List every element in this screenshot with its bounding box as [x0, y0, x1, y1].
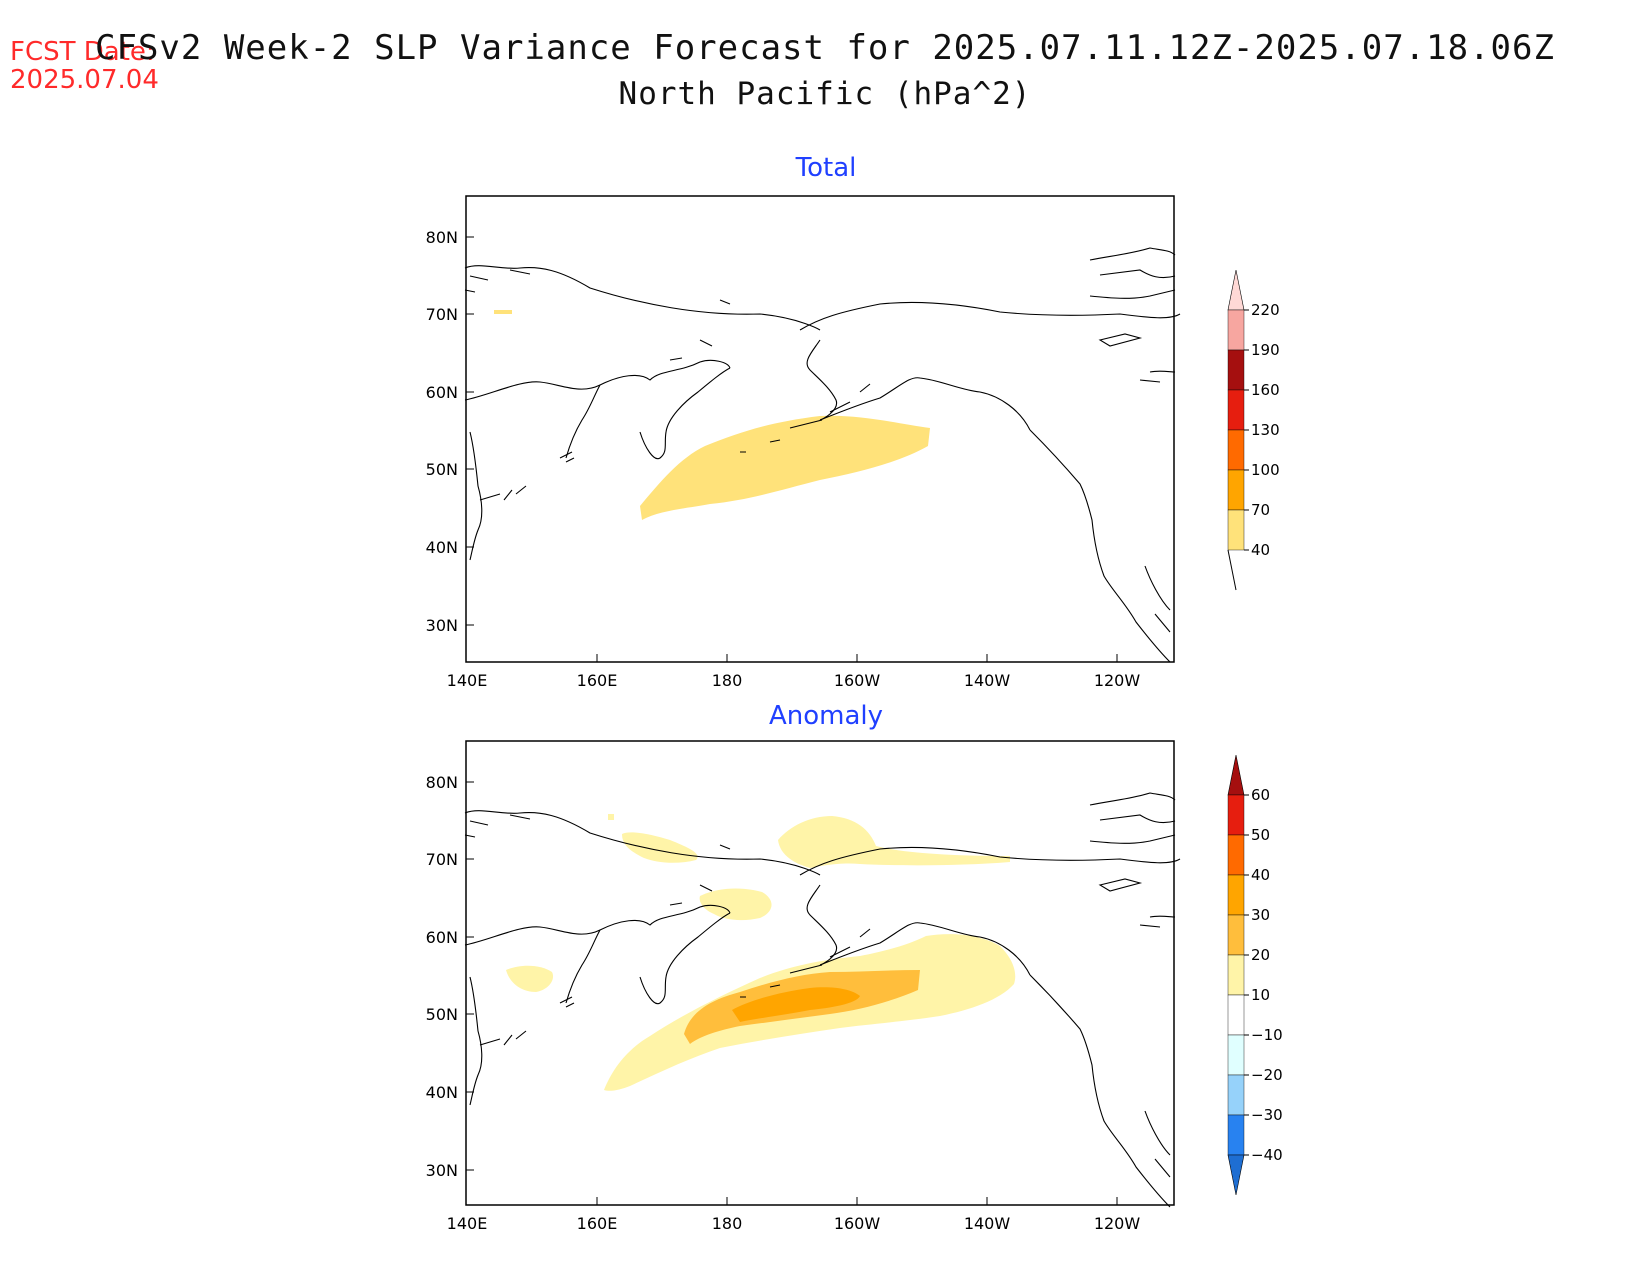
forecast-date-block: FCST Date: 2025.07.04 — [10, 38, 159, 94]
legend-label: 100 — [1251, 461, 1280, 479]
legend-swatch — [1227, 834, 1245, 876]
legend-swatch — [1227, 509, 1245, 551]
legend-swatch — [1227, 1074, 1245, 1116]
legend-tip-bottom — [1227, 1154, 1245, 1196]
legend-label: 220 — [1251, 301, 1280, 319]
lat-ticks-total: 80N 70N 60N 50N 40N 30N — [426, 228, 474, 635]
legend-tip-top — [1227, 754, 1245, 796]
legend-label: 20 — [1251, 946, 1270, 964]
lon-tick-label: 140E — [447, 1214, 488, 1233]
legend-label: −40 — [1251, 1146, 1283, 1164]
map-frame-total — [465, 195, 1175, 663]
lon-tick-label: 180 — [712, 671, 743, 690]
legend-tip-top — [1227, 269, 1245, 311]
lat-tick-label: 70N — [426, 305, 458, 324]
lon-tick-label: 120W — [1094, 1214, 1141, 1233]
lon-tick-label: 160W — [834, 1214, 881, 1233]
variance-contour-40-small — [494, 310, 512, 314]
lon-tick-label: 140W — [964, 671, 1011, 690]
map-subtitle: North Pacific (hPa^2) — [618, 76, 1032, 112]
forecast-date-label: FCST Date: — [10, 37, 155, 67]
legend-label: −10 — [1251, 1026, 1283, 1044]
coastlines-anomaly — [464, 792, 1181, 1208]
legend-anomaly: 60 50 40 30 20 10 −10 −20 −30 −40 — [1227, 754, 1283, 1196]
legend-label: −20 — [1251, 1066, 1283, 1084]
anomaly-contour-10-arctic — [622, 832, 698, 863]
legend-label: 40 — [1251, 541, 1270, 559]
legend-label: 30 — [1251, 906, 1270, 924]
legend-label: 130 — [1251, 421, 1280, 439]
anomaly-contour-10-north — [778, 816, 1010, 868]
panel-anomaly: Anomaly — [426, 701, 1283, 1233]
legend-label: 50 — [1251, 826, 1270, 844]
legend-label: 10 — [1251, 986, 1270, 1004]
map-title: CFSv2 Week-2 SLP Variance Forecast for 2… — [95, 28, 1555, 68]
legend-swatch — [1227, 1034, 1245, 1076]
lat-tick-label: 40N — [426, 1083, 458, 1102]
map-frame-anomaly — [465, 740, 1175, 1206]
lon-tick-label: 160E — [577, 671, 618, 690]
legend-label: 190 — [1251, 341, 1280, 359]
anomaly-contour-10-bering — [699, 888, 772, 921]
anomaly-contour-30 — [732, 987, 860, 1022]
lat-tick-label: 80N — [426, 773, 458, 792]
legend-label: −30 — [1251, 1106, 1283, 1124]
legend-tip-bottom — [1227, 549, 1237, 591]
lon-ticks-total: 140E 160E 180 160W 140W 120W — [447, 654, 1141, 690]
lat-tick-label: 50N — [426, 1005, 458, 1024]
variance-contour-40 — [640, 415, 930, 520]
contour-fill-anomaly — [506, 814, 1016, 1091]
legend-label: 60 — [1251, 786, 1270, 804]
lat-tick-label: 70N — [426, 850, 458, 869]
lat-tick-label: 40N — [426, 538, 458, 557]
legend-swatch — [1227, 794, 1245, 836]
lat-tick-label: 60N — [426, 928, 458, 947]
legend-swatch — [1227, 994, 1245, 1036]
legend-swatch — [1227, 389, 1245, 431]
lat-tick-label: 80N — [426, 228, 458, 247]
lat-ticks-anomaly: 80N 70N 60N 50N 40N 30N — [426, 773, 474, 1180]
legend-swatch — [1227, 469, 1245, 511]
legend-label: 40 — [1251, 866, 1270, 884]
legend-label: 70 — [1251, 501, 1270, 519]
lon-ticks-anomaly: 140E 160E 180 160W 140W 120W — [447, 1197, 1141, 1233]
lat-tick-label: 60N — [426, 383, 458, 402]
lon-tick-label: 140W — [964, 1214, 1011, 1233]
lat-tick-label: 30N — [426, 616, 458, 635]
legend-swatch — [1227, 874, 1245, 916]
lon-tick-label: 160E — [577, 1214, 618, 1233]
panel-title-anomaly: Anomaly — [769, 701, 883, 731]
lon-tick-label: 160W — [834, 671, 881, 690]
legend-swatch — [1227, 1114, 1245, 1156]
lat-tick-label: 50N — [426, 460, 458, 479]
anomaly-contour-10-dot — [608, 814, 614, 820]
lon-tick-label: 140E — [447, 671, 488, 690]
lon-tick-label: 120W — [1094, 671, 1141, 690]
legend-swatch — [1227, 349, 1245, 391]
legend-swatch — [1227, 309, 1245, 351]
legend-swatch — [1227, 914, 1245, 956]
legend-total: 220 190 160 130 100 70 40 — [1227, 269, 1280, 591]
lat-tick-label: 30N — [426, 1161, 458, 1180]
panel-title-total: Total — [795, 153, 857, 183]
legend-label: 160 — [1251, 381, 1280, 399]
panel-total: Total — [426, 153, 1280, 690]
legend-swatch — [1227, 429, 1245, 471]
anomaly-contour-10-okhotsk — [506, 965, 554, 992]
forecast-date-value: 2025.07.04 — [10, 65, 159, 95]
contour-fill-total — [494, 310, 930, 520]
lon-tick-label: 180 — [712, 1214, 743, 1233]
legend-swatch — [1227, 954, 1245, 996]
